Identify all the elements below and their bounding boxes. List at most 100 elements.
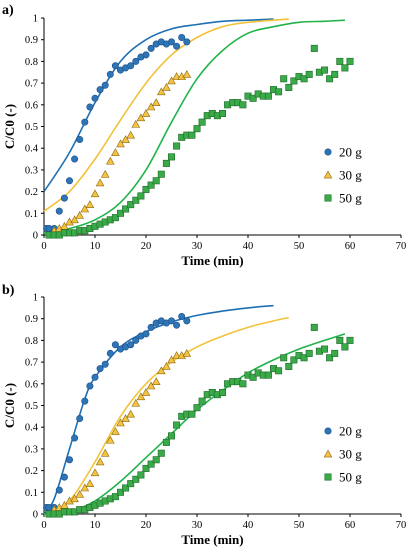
data-point-triangle (95, 178, 105, 187)
x-tick-label: 0 (41, 520, 46, 531)
data-point-square (275, 367, 283, 375)
data-point-square (152, 456, 160, 464)
fit-line-circle (43, 18, 274, 193)
data-point-circle (81, 397, 89, 405)
data-point-square (122, 205, 130, 213)
y-tick-label: 0.8 (25, 336, 38, 347)
data-point-square (305, 349, 313, 357)
data-point-square (142, 464, 150, 472)
y-tick-label: 0.7 (25, 358, 38, 369)
data-point-square (111, 493, 119, 501)
data-point-triangle (156, 366, 166, 375)
data-point-triangle (126, 409, 136, 418)
data-point-square (193, 404, 201, 412)
data-point-circle (101, 360, 109, 368)
y-tick-label: 0.8 (25, 57, 38, 68)
data-point-triangle (126, 130, 136, 139)
legend-marker-square (324, 194, 332, 202)
data-point-circle (111, 341, 119, 349)
x-axis-label: Time (min) (181, 253, 243, 268)
data-point-square (188, 410, 196, 418)
data-point-triangle (80, 204, 90, 213)
y-tick-label: 0.1 (25, 209, 38, 220)
data-point-triangle (70, 215, 79, 224)
data-point-square (132, 475, 140, 483)
data-point-square (173, 142, 181, 150)
data-point-triangle (136, 113, 146, 122)
data-point-triangle (75, 490, 85, 498)
data-point-triangle (131, 398, 141, 407)
data-point-square (198, 397, 206, 405)
data-point-square (162, 438, 170, 446)
data-point-square (275, 88, 283, 96)
data-point-square (198, 118, 206, 126)
data-point-circle (55, 486, 63, 494)
data-point-triangle (95, 457, 105, 466)
data-point-circle (60, 194, 68, 202)
x-tick-label: 60 (345, 241, 356, 252)
data-point-triangle (172, 351, 181, 359)
y-tick-label: 0.2 (25, 187, 38, 198)
data-point-triangle (151, 377, 161, 385)
data-point-square (117, 488, 125, 496)
data-point-square (249, 94, 257, 102)
data-point-circle (96, 365, 104, 373)
data-point-circle (178, 313, 186, 321)
data-point-circle (132, 336, 140, 344)
x-tick-label: 40 (243, 520, 254, 531)
x-axis-label: Time (min) (181, 532, 243, 547)
data-point-square (285, 83, 293, 91)
data-point-triangle (116, 139, 125, 148)
y-tick-label: 0.5 (25, 401, 38, 412)
data-point-square (111, 214, 119, 222)
data-point-circle (142, 51, 150, 59)
y-tick-label: 0.7 (25, 79, 38, 90)
x-tick-label: 70 (396, 241, 407, 252)
x-tick-label: 30 (192, 520, 203, 531)
data-point-circle (76, 136, 84, 144)
fit-line-square (43, 333, 346, 515)
data-point-circle (91, 94, 99, 102)
data-point-square (264, 92, 272, 100)
legend-label: 20 g (339, 424, 362, 439)
data-point-square (300, 75, 308, 83)
data-point-square (193, 125, 201, 133)
data-point-triangle (105, 156, 115, 165)
legend-marker-triangle (323, 170, 333, 179)
data-point-square (326, 354, 334, 362)
x-tick-label: 30 (192, 241, 203, 252)
data-point-circle (101, 81, 109, 89)
y-tick-label: 0.9 (25, 314, 38, 325)
data-point-triangle (167, 355, 176, 364)
data-point-circle (86, 103, 94, 111)
data-point-square (341, 64, 349, 72)
data-point-square (285, 362, 293, 370)
data-point-triangle (70, 494, 79, 503)
data-point-square (127, 201, 135, 209)
legend-label: 30 g (339, 168, 362, 183)
data-point-circle (173, 42, 181, 50)
data-point-triangle (151, 98, 161, 106)
data-point-triangle (141, 109, 151, 117)
data-point-square (341, 343, 349, 351)
data-point-triangle (111, 148, 120, 156)
data-point-square (239, 380, 247, 388)
panel-a-chart: 00.10.20.30.40.50.60.70.80.910 10 20 30 40 50… (2, 3, 406, 268)
data-point-square (132, 196, 140, 204)
data-point-square (346, 336, 354, 344)
y-tick-label: 0.3 (25, 444, 38, 455)
data-point-square (290, 77, 298, 85)
data-point-square (127, 480, 135, 488)
data-point-square (305, 70, 313, 78)
x-tick-label: 50 (294, 520, 305, 531)
data-point-circle (183, 38, 191, 46)
y-tick-label: 0.1 (25, 488, 38, 499)
data-point-triangle (116, 418, 125, 427)
data-point-square (219, 109, 227, 117)
data-point-circle (76, 415, 84, 423)
y-tick-label: 0.6 (25, 100, 38, 111)
data-point-circle (168, 38, 176, 46)
data-point-square (142, 185, 150, 193)
x-tick-label: 20 (141, 241, 152, 252)
y-tick-label: 0.3 (25, 165, 38, 176)
